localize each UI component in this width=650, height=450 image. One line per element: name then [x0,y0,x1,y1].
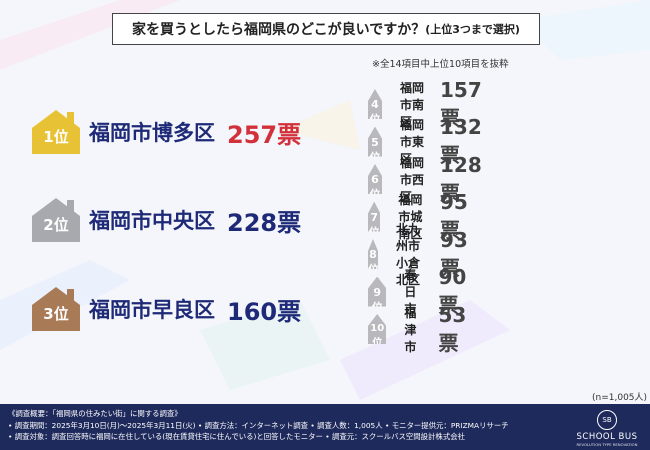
rank-badge-icon: 4位 [368,89,382,119]
vote-count: 160票 [227,297,302,326]
rank-badge-icon: 9位 [368,276,387,307]
house-badge-icon: 3位 [30,285,82,333]
area-name: 福岡市西区 [400,155,425,204]
rank-label: 9位 [371,285,383,314]
logo: SB SCHOOL BUS REVOLUTION TYPE RENOVATION [572,410,642,447]
area-name: 北九州市小倉北区 [396,222,421,287]
rank-row: 7位 福岡市城南区 95票 [368,190,468,242]
vote-count: 157票 [440,77,482,130]
rank-label: 2位 [43,216,69,234]
area-name: 福津市 [404,305,417,354]
top-rank-row: 2位 福岡市中央区 228票 [30,196,301,244]
rank-label: 4位 [369,98,381,126]
footer-line: 《調査概要：「福岡県の住みたい街」に関する調査》 [8,409,182,418]
rank-label: 8位 [368,248,379,276]
rank-badge-icon: 8位 [368,239,378,269]
logo-tagline: REVOLUTION TYPE RENOVATION [576,442,638,447]
area-name: 福岡市早良区 [89,298,215,322]
vote-count: 95票 [440,190,468,242]
sample-size: (n=1,005人) [592,393,648,403]
vote-count: 228票 [227,208,302,237]
footer-line: • 調査対象：調査回答時に福岡に在住している(現在賃貸住宅に住んでいる)と回答し… [8,432,465,441]
rank-badge-icon: 7位 [368,201,381,232]
logo-mark: SB [597,410,617,430]
vote-count: 93票 [440,227,468,280]
rank-badge-icon: 5位 [368,126,382,157]
footer: 《調査概要：「福岡県の住みたい街」に関する調査》 • 調査期間：2025年3月1… [0,404,650,450]
rank-row: 4位 福岡市南区 157票 [368,78,482,130]
rank-badge-icon: 10位 [368,314,387,344]
area-name: 福岡市博多区 [89,121,215,145]
rank-row: 10位 福津市 53票 [368,303,468,355]
rank-label: 6位 [369,173,381,201]
vote-count: 257票 [227,120,302,149]
vote-count: 128票 [440,152,482,205]
area-name: 福岡市東区 [400,118,425,166]
top-rank-row: 1位 福岡市博多区 257票 [30,108,301,156]
rank-label: 3位 [43,305,69,323]
area-name: 春日市 [404,268,417,316]
rank-row: 9位 春日市 90票 [368,265,468,317]
rank-label: 5位 [369,135,381,164]
rank-row: 6位 福岡市西区 128票 [368,153,482,205]
rank-label: 7位 [368,210,380,239]
logo-name: SCHOOL BUS [576,432,638,442]
house-badge-icon: 1位 [30,108,82,156]
footer-line: • 調査期間：2025年3月10日(月)～2025年3月11日(火) • 調査方… [8,420,509,430]
vote-count: 53票 [438,302,467,355]
rank-badge-icon: 6位 [368,164,382,194]
rank-row: 5位 福岡市東区 132票 [368,115,482,167]
vote-count: 90票 [438,265,467,317]
rank-label: 1位 [43,128,69,146]
title-main: 家を買うとしたら福岡県のどこが良いですか？ [132,22,426,38]
area-name: 福岡市中央区 [89,209,215,233]
area-name: 福岡市南区 [400,80,425,129]
house-badge-icon: 2位 [30,196,82,244]
area-name: 福岡市城南区 [398,193,423,241]
chart-title: 家を買うとしたら福岡県のどこが良いですか？ (上位3つまで選択) [112,13,540,45]
vote-count: 132票 [440,115,482,167]
rank-row: 8位 北九州市小倉北区 93票 [368,222,468,287]
note-text: ※全14項目中上位10項目を抜粋 [372,59,509,70]
top-rank-row: 3位 福岡市早良区 160票 [30,285,301,333]
rank-label: 10位 [370,323,385,349]
title-sub: (上位3つまで選択) [425,23,520,36]
